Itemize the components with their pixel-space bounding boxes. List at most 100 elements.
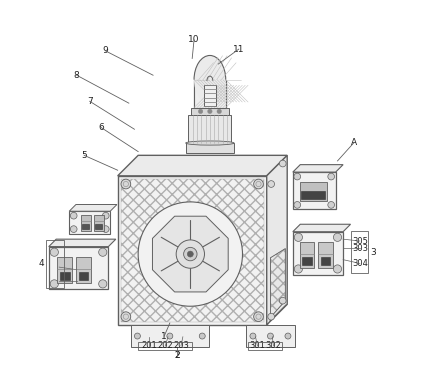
Text: 9: 9 xyxy=(103,46,109,55)
Bar xyxy=(188,115,231,143)
Polygon shape xyxy=(293,224,351,232)
Circle shape xyxy=(328,173,334,180)
Bar xyxy=(79,272,88,280)
Bar xyxy=(57,257,72,283)
Bar xyxy=(186,143,234,153)
Bar xyxy=(293,232,343,275)
Circle shape xyxy=(279,160,286,167)
Circle shape xyxy=(285,333,291,339)
Bar xyxy=(293,172,336,209)
Bar xyxy=(82,224,89,229)
Text: 403: 403 xyxy=(51,243,67,252)
Circle shape xyxy=(217,109,222,114)
Bar xyxy=(300,182,327,201)
Circle shape xyxy=(176,240,205,268)
Bar xyxy=(76,257,91,283)
Circle shape xyxy=(121,312,131,322)
Bar xyxy=(204,85,216,106)
Text: 202: 202 xyxy=(158,341,173,350)
Text: 402: 402 xyxy=(52,263,67,272)
Polygon shape xyxy=(49,239,116,246)
Circle shape xyxy=(250,333,256,339)
Bar xyxy=(81,215,91,231)
Bar xyxy=(246,325,295,347)
Circle shape xyxy=(167,333,173,339)
Circle shape xyxy=(267,333,274,339)
Bar xyxy=(121,179,264,322)
Bar xyxy=(191,108,229,115)
Circle shape xyxy=(70,226,77,233)
Bar xyxy=(302,257,312,265)
Bar xyxy=(60,272,70,280)
Text: 201: 201 xyxy=(142,341,157,350)
Polygon shape xyxy=(267,155,287,325)
Circle shape xyxy=(254,312,263,322)
Circle shape xyxy=(328,202,334,208)
Circle shape xyxy=(70,212,77,219)
Text: 2: 2 xyxy=(174,351,180,360)
Text: 7: 7 xyxy=(87,97,93,106)
Text: 302: 302 xyxy=(266,341,281,350)
Circle shape xyxy=(103,212,109,219)
Text: 305: 305 xyxy=(352,236,368,245)
Polygon shape xyxy=(293,165,343,172)
Bar xyxy=(131,325,209,347)
Circle shape xyxy=(199,333,205,339)
Circle shape xyxy=(279,297,286,304)
Circle shape xyxy=(254,179,263,189)
Ellipse shape xyxy=(194,55,226,104)
Circle shape xyxy=(198,109,203,114)
Circle shape xyxy=(99,248,107,256)
Bar xyxy=(300,242,314,268)
Circle shape xyxy=(99,280,107,288)
Text: 5: 5 xyxy=(81,151,87,160)
Polygon shape xyxy=(69,205,117,211)
Polygon shape xyxy=(152,216,228,292)
Bar xyxy=(46,240,64,288)
Circle shape xyxy=(135,333,140,339)
Text: A: A xyxy=(351,138,357,147)
Circle shape xyxy=(50,280,59,288)
Bar xyxy=(49,246,108,289)
Circle shape xyxy=(121,179,131,189)
Bar xyxy=(118,176,267,325)
Text: 4: 4 xyxy=(39,259,44,268)
Bar xyxy=(94,215,104,231)
Circle shape xyxy=(50,248,59,256)
Text: 203: 203 xyxy=(173,341,189,350)
Circle shape xyxy=(184,247,197,261)
Ellipse shape xyxy=(186,141,234,145)
Bar xyxy=(301,191,325,199)
Circle shape xyxy=(138,202,242,306)
Bar xyxy=(194,80,226,108)
Circle shape xyxy=(333,233,341,241)
Circle shape xyxy=(268,313,274,320)
Circle shape xyxy=(294,265,302,273)
Circle shape xyxy=(208,109,212,114)
Polygon shape xyxy=(118,155,287,176)
Text: 301: 301 xyxy=(250,341,266,350)
Text: 304: 304 xyxy=(352,259,368,268)
Circle shape xyxy=(333,265,341,273)
Text: 8: 8 xyxy=(74,71,79,80)
Bar xyxy=(321,257,330,265)
Text: 401: 401 xyxy=(52,276,67,285)
Circle shape xyxy=(187,251,193,257)
Bar xyxy=(138,341,192,350)
Text: 6: 6 xyxy=(98,123,104,132)
Text: 2: 2 xyxy=(174,351,180,360)
Text: 1: 1 xyxy=(161,331,167,341)
Bar xyxy=(318,242,333,268)
Circle shape xyxy=(294,173,301,180)
Text: 10: 10 xyxy=(188,35,200,44)
Bar xyxy=(248,341,281,350)
Text: 303: 303 xyxy=(352,244,368,253)
Circle shape xyxy=(294,233,302,241)
Bar xyxy=(69,211,110,234)
Bar xyxy=(351,231,369,273)
Circle shape xyxy=(268,181,274,187)
Text: 11: 11 xyxy=(233,45,245,53)
Text: 3: 3 xyxy=(370,248,376,257)
Bar xyxy=(95,224,103,229)
Circle shape xyxy=(294,202,301,208)
